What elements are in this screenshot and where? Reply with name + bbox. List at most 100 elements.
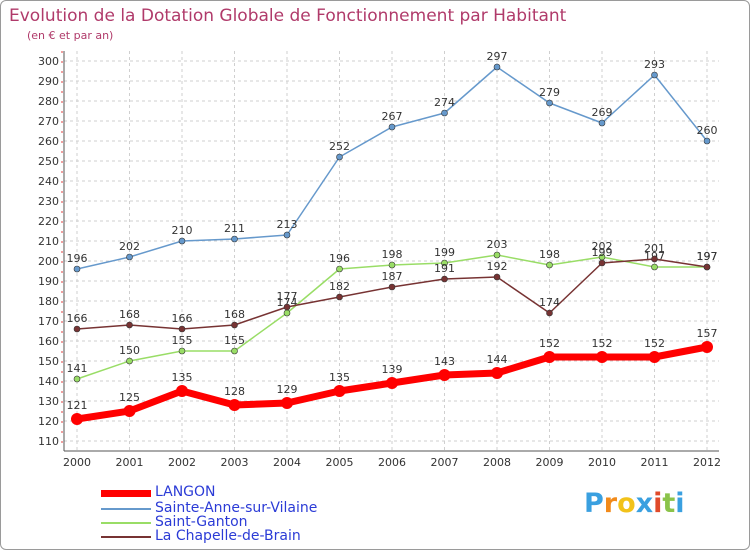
data-label: 177 xyxy=(277,290,298,303)
data-point xyxy=(491,367,503,379)
data-label: 129 xyxy=(277,383,298,396)
data-point xyxy=(598,259,606,267)
data-label: 125 xyxy=(119,391,140,404)
data-point xyxy=(703,263,711,271)
data-point xyxy=(543,351,556,363)
x-tick-label: 2005 xyxy=(326,456,354,469)
data-point xyxy=(546,99,553,107)
legend-label-sainte-anne: Sainte-Anne-sur-Vilaine xyxy=(155,500,318,516)
data-point xyxy=(441,275,448,283)
y-tick-label: 280 xyxy=(38,95,59,108)
data-point xyxy=(546,261,553,269)
logo-letter: o xyxy=(617,488,636,519)
data-point xyxy=(651,71,658,79)
data-label: 293 xyxy=(644,58,665,71)
y-tick-label: 260 xyxy=(38,135,59,148)
data-point xyxy=(126,253,133,261)
y-tick-label: 140 xyxy=(38,375,59,388)
data-point xyxy=(228,399,241,411)
data-point xyxy=(126,357,133,365)
data-point xyxy=(73,375,81,383)
data-label: 260 xyxy=(697,124,718,137)
logo-letter: P xyxy=(584,488,604,519)
data-label: 155 xyxy=(172,334,193,347)
data-point xyxy=(73,265,81,273)
y-tick-label: 240 xyxy=(38,175,59,188)
data-label: 203 xyxy=(487,238,508,251)
x-tick-label: 2002 xyxy=(168,456,196,469)
y-tick-label: 150 xyxy=(38,355,59,368)
y-tick-label: 220 xyxy=(38,215,59,228)
data-label: 155 xyxy=(224,334,245,347)
y-tick-label: 210 xyxy=(38,235,59,248)
data-point xyxy=(648,351,661,363)
data-point xyxy=(438,369,451,381)
data-label: 143 xyxy=(434,355,455,368)
data-label: 174 xyxy=(539,296,560,309)
data-label: 196 xyxy=(67,252,88,265)
data-label: 267 xyxy=(382,110,403,123)
y-tick-label: 230 xyxy=(38,195,59,208)
data-point xyxy=(73,325,81,333)
logo-letter: r xyxy=(603,488,618,519)
data-label: 198 xyxy=(539,248,560,261)
data-label: 201 xyxy=(644,242,665,255)
data-label: 150 xyxy=(119,344,140,357)
data-point xyxy=(283,231,291,239)
y-tick-label: 180 xyxy=(38,295,59,308)
x-tick-label: 2011 xyxy=(641,456,669,469)
logo-letter: x xyxy=(635,488,654,519)
data-label: 144 xyxy=(487,353,508,366)
y-tick-label: 290 xyxy=(38,75,59,88)
proxiti-logo: Proxiti xyxy=(584,488,685,519)
data-label: 128 xyxy=(224,385,245,398)
data-point xyxy=(178,237,186,245)
data-label: 202 xyxy=(119,240,140,253)
chart-subtitle: (en € et par an) xyxy=(27,29,114,42)
data-label: 152 xyxy=(644,337,665,350)
data-point xyxy=(701,341,713,353)
y-tick-label: 160 xyxy=(38,335,59,348)
data-label: 152 xyxy=(592,337,613,350)
data-label: 197 xyxy=(697,250,718,263)
data-point xyxy=(281,397,293,409)
data-label: 279 xyxy=(539,86,560,99)
data-point xyxy=(178,325,186,333)
data-point xyxy=(231,235,238,243)
data-point xyxy=(493,63,501,71)
legend-label-saint-ganton: Saint-Ganton xyxy=(155,514,248,530)
x-tick-label: 2000 xyxy=(63,456,91,469)
legend-label-la-chapelle: La Chapelle-de-Brain xyxy=(155,528,301,544)
y-tick-label: 300 xyxy=(38,55,59,68)
data-point xyxy=(651,255,658,263)
data-point xyxy=(493,251,501,259)
legend-swatch-langon xyxy=(101,490,151,497)
data-label: 168 xyxy=(224,308,245,321)
data-label: 135 xyxy=(329,371,350,384)
data-point xyxy=(231,321,238,329)
data-label: 121 xyxy=(67,399,88,412)
x-tick-label: 2004 xyxy=(273,456,301,469)
y-tick-label: 250 xyxy=(38,155,59,168)
data-point xyxy=(333,385,346,397)
data-point xyxy=(388,283,396,291)
logo-letter: i xyxy=(675,488,685,519)
data-label: 182 xyxy=(329,280,350,293)
data-point xyxy=(596,351,608,363)
logo-letter: t xyxy=(662,488,676,519)
data-label: 191 xyxy=(434,262,455,275)
data-label: 157 xyxy=(697,327,718,340)
data-label: 196 xyxy=(329,252,350,265)
legend-label-langon: LANGON xyxy=(155,484,216,500)
data-point xyxy=(176,385,188,397)
data-label: 197 xyxy=(697,250,718,263)
data-label: 166 xyxy=(67,312,88,325)
data-label: 199 xyxy=(592,246,613,259)
data-point xyxy=(283,303,291,311)
data-label: 198 xyxy=(382,248,403,261)
x-tick-label: 2006 xyxy=(378,456,406,469)
data-point xyxy=(336,265,343,273)
y-tick-label: 190 xyxy=(38,275,59,288)
data-point xyxy=(283,309,291,317)
